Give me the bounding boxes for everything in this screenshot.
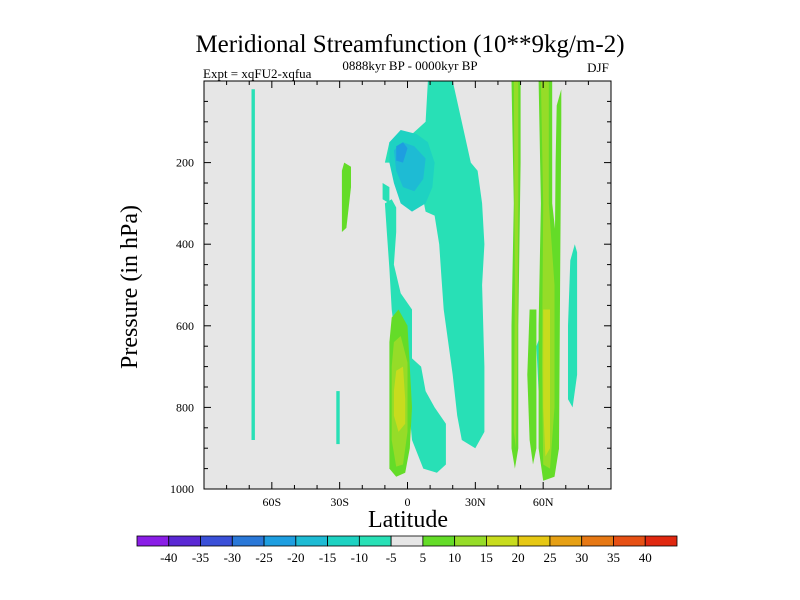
contour-region-negative-neg5-2 [384,81,485,449]
y-tick-label: 200 [176,156,194,170]
y-tick-label: 800 [176,400,194,414]
colorbar-label: 40 [639,550,652,565]
y-tick-label: 600 [176,319,194,333]
chart-title: Meridional Streamfunction (10**9kg/m-2) [195,31,624,58]
x-tick-label: 60N [533,495,554,509]
contour-region-positive-5-20 [554,89,562,465]
colorbar-label: -20 [287,550,304,565]
colorbar-swatch [486,535,519,547]
colorbar-swatch [613,535,646,547]
colorbar-label: -10 [351,550,368,565]
contour-region-negative-neg20-7 [396,142,408,163]
colorbar-label: 15 [480,550,493,565]
colorbar-label: 25 [543,550,556,565]
colorbar-swatch [390,535,424,547]
colorbar-label: -5 [386,550,397,565]
contour-region-negative-neg5-3 [384,199,446,473]
contour-region-negative-neg5-4 [382,183,390,204]
experiment-label: Expt = xqFU2-xqfua [203,66,312,81]
colorbar-swatch [581,535,614,547]
colorbar-swatch [263,535,297,547]
colorbar-swatch [517,535,551,547]
contour-region-positive-5-16 [527,309,537,465]
x-axis-ticks: 60S 30S 0 30N 60N [203,81,612,509]
x-tick-label: 30S [330,495,349,509]
contour-region-positive-5-10 [341,162,351,232]
x-tick-label: 60S [262,495,281,509]
colorbar-swatch [200,535,233,547]
period-label: 0888kyr BP - 0000kyr BP [342,58,477,73]
colorbar-label: -35 [192,550,209,565]
plot-area: 60S 30S 0 30N 60N 200 400 600 800 1000 [170,80,612,509]
colorbar-label: -40 [160,550,177,565]
colorbar-label: 20 [512,550,525,565]
x-axis-label: Latitude [368,507,448,533]
colorbar: -40 -35 -30 -25 -20 -15 -10 -5 5 10 15 20 25 30 35 40 [136,535,678,565]
y-axis-label: Pressure (in hPa) [117,205,143,369]
colorbar-label: 5 [420,550,427,565]
contour-region-positive-15-19 [543,309,550,457]
colorbar-swatch [136,535,170,547]
colorbar-swatch [358,535,392,547]
colorbar-swatch [327,535,360,547]
contour-region-negative-neg5-1 [336,391,340,445]
colorbar-swatch [549,535,583,547]
colorbar-swatch [644,535,678,547]
colorbar-swatch [295,535,328,547]
colorbar-label: 30 [575,550,588,565]
colorbar-swatch [454,535,487,547]
colorbar-label: -25 [255,550,272,565]
colorbar-label: -15 [319,550,336,565]
colorbar-label: -30 [224,550,241,565]
y-tick-label: 1000 [170,482,194,496]
contour-regions [251,81,578,481]
colorbar-swatch [422,535,456,547]
x-tick-label: 30N [465,495,486,509]
x-tick-label: 0 [405,495,411,509]
contour-region-positive-15-13 [393,366,406,432]
colorbar-label: 35 [607,550,620,565]
colorbar-swatch [231,535,265,547]
contour-region-positive-10-15 [513,81,519,449]
colorbar-label: 10 [448,550,461,565]
contour-region-negative-neg5-0 [251,89,255,440]
y-axis-ticks: 200 400 600 800 1000 [170,100,611,496]
colorbar-swatch [168,535,201,547]
contour-region-negative-neg5-8 [568,244,578,408]
season-label: DJF [587,60,609,75]
y-tick-label: 400 [176,237,194,251]
